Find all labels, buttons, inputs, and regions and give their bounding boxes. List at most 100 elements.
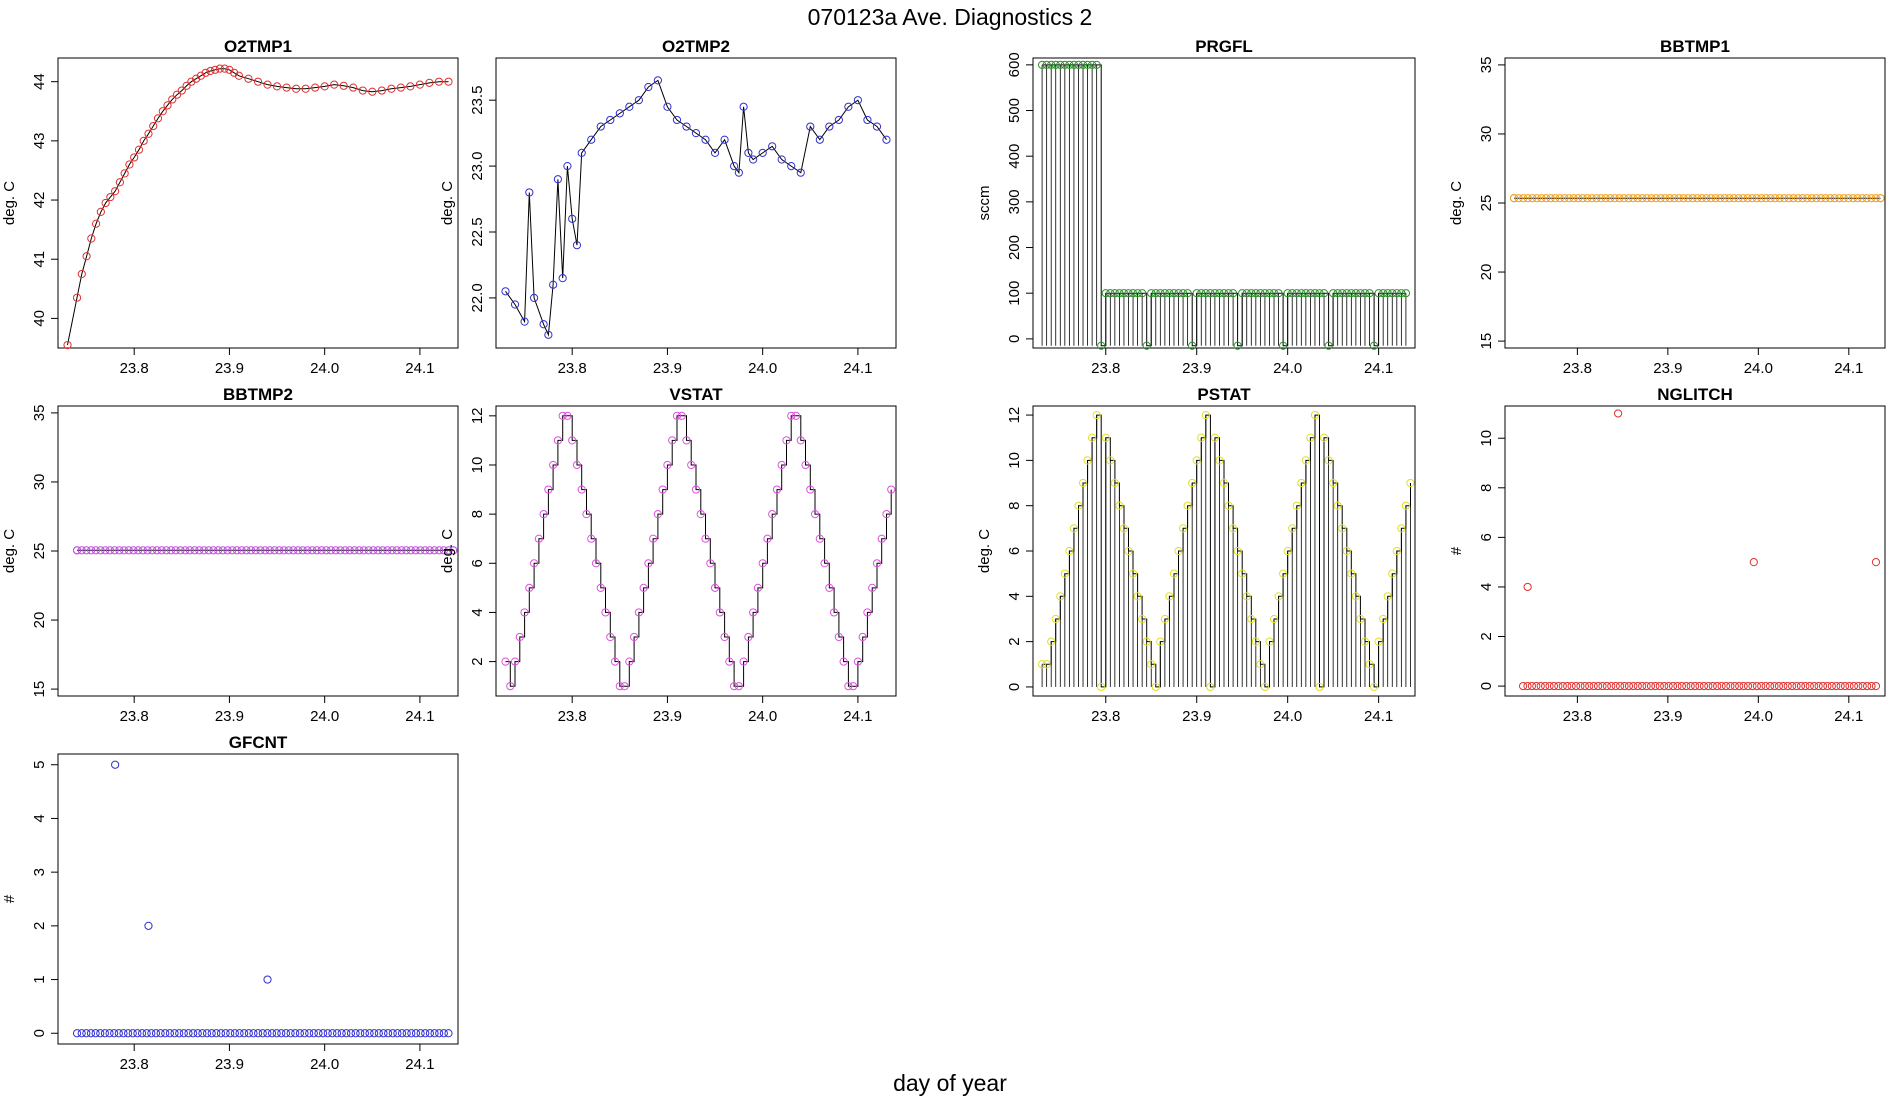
o2tmp1-point [387, 84, 396, 93]
bbtmp1-point [1743, 194, 1752, 203]
bbtmp1-point [1862, 194, 1871, 203]
nglitch-point [1721, 681, 1731, 691]
nglitch-point [1686, 681, 1695, 691]
bbtmp1-point [1752, 194, 1761, 203]
prgfl-point [1297, 289, 1306, 298]
nglitch-point [1735, 681, 1744, 691]
vstat-point [787, 411, 796, 420]
bbtmp1-ytick-label: 20 [1478, 264, 1495, 281]
bbtmp2-point [218, 546, 227, 555]
gfcnt-point [193, 1029, 202, 1038]
nglitch-point [1602, 681, 1611, 691]
vstat-point [529, 559, 539, 568]
bbtmp1-point [1656, 194, 1665, 203]
vstat-point [534, 534, 543, 543]
o2tmp2-ytick-label: 23.0 [469, 151, 486, 180]
nglitch-point [1770, 681, 1779, 691]
bbtmp1-point [1596, 194, 1606, 203]
prgfl-point [1369, 341, 1379, 350]
bbtmp2-xtick-label: 23.8 [120, 708, 149, 725]
pstat-point [1156, 637, 1165, 646]
o2tmp1-point [253, 77, 263, 86]
bbtmp1-point [1825, 194, 1835, 203]
bbtmp1-xtick-label: 24.0 [1744, 360, 1773, 377]
bbtmp1-point [1601, 194, 1610, 203]
o2tmp1-point [139, 136, 148, 145]
bbtmp1-point [1509, 194, 1519, 203]
bbtmp1-point [1738, 194, 1748, 203]
nglitch-point [1713, 681, 1722, 691]
bbtmp1-point [1816, 194, 1826, 203]
vstat-point [825, 583, 834, 592]
gfcnt-point [147, 1029, 156, 1038]
pstat-point [1124, 546, 1133, 556]
prgfl-point [1233, 341, 1242, 350]
vstat-point [610, 657, 620, 666]
pstat-point [1097, 682, 1106, 692]
gfcnt-point [332, 1029, 342, 1038]
nglitch-point [1527, 681, 1537, 691]
nglitch-point [1523, 582, 1532, 592]
nglitch-point [1536, 681, 1545, 691]
nglitch-point [1814, 681, 1823, 691]
o2tmp2-plot-frame [495, 57, 897, 349]
vstat-point [887, 485, 896, 494]
vstat-xtick-label: 23.9 [653, 708, 682, 725]
gfcnt-point [421, 1029, 430, 1038]
gfcnt-xtick-label: 24.1 [405, 1056, 434, 1073]
nglitch-ytick-label: 2 [1478, 632, 1495, 640]
vstat-ytick-label: 2 [469, 657, 486, 665]
nglitch-point [1871, 681, 1881, 691]
prgfl-point [1156, 289, 1165, 298]
nglitch-point [1840, 681, 1850, 691]
vstat-point [796, 436, 805, 445]
gfcnt-point [179, 1029, 188, 1038]
gfcnt-point [258, 1029, 267, 1038]
o2tmp2-point [701, 135, 710, 144]
vstat-point [601, 608, 610, 617]
vstat-point [777, 460, 786, 470]
gfcnt-xtick-label: 23.9 [215, 1056, 244, 1073]
gfcnt-point [244, 1029, 253, 1038]
bbtmp1-point [1835, 194, 1844, 203]
o2tmp1-point [320, 82, 329, 91]
bbtmp1-point [1775, 194, 1784, 203]
pstat-point [1238, 569, 1247, 578]
bbtmp2-point [444, 546, 453, 555]
nglitch-point [1743, 681, 1753, 691]
bbtmp1-point [1587, 194, 1597, 203]
nglitch-point [1580, 681, 1589, 691]
bbtmp2-point [105, 546, 115, 555]
pstat-point [1088, 433, 1097, 442]
o2tmp1-point [120, 169, 129, 178]
o2tmp1-point [282, 83, 291, 92]
bbtmp2-point [406, 546, 416, 555]
vstat-point [558, 411, 567, 420]
bbtmp2-point [420, 546, 430, 555]
o2tmp1-point [434, 77, 444, 86]
o2tmp2-ytick-label: 22.0 [469, 283, 486, 312]
bbtmp1-xtick-label: 23.8 [1563, 360, 1592, 377]
gfcnt-point [189, 1029, 198, 1038]
bbtmp2-point [298, 546, 307, 555]
nglitch-point [1668, 681, 1678, 691]
vstat-point [710, 583, 720, 592]
bbtmp2-point [185, 546, 195, 555]
nglitch-point [1867, 681, 1876, 691]
bbtmp1-point [1784, 194, 1793, 203]
vstat-point [563, 411, 572, 420]
nglitch-point [1598, 681, 1607, 691]
bbtmp1-ytick-label: 35 [1478, 57, 1495, 74]
prgfl-point [1101, 289, 1110, 298]
gfcnt-point [342, 1029, 351, 1038]
nglitch-point [1541, 681, 1550, 691]
prgfl-point [1224, 289, 1233, 298]
gfcnt-point [286, 1029, 295, 1038]
gfcnt-point [291, 1029, 300, 1038]
gfcnt-point [111, 760, 120, 769]
bbtmp2-point [124, 546, 133, 555]
bbtmp1-point [1711, 194, 1720, 203]
prgfl-ytick-label: 200 [1006, 235, 1023, 260]
gfcnt-point [86, 1029, 96, 1038]
pstat-point [1383, 592, 1392, 601]
